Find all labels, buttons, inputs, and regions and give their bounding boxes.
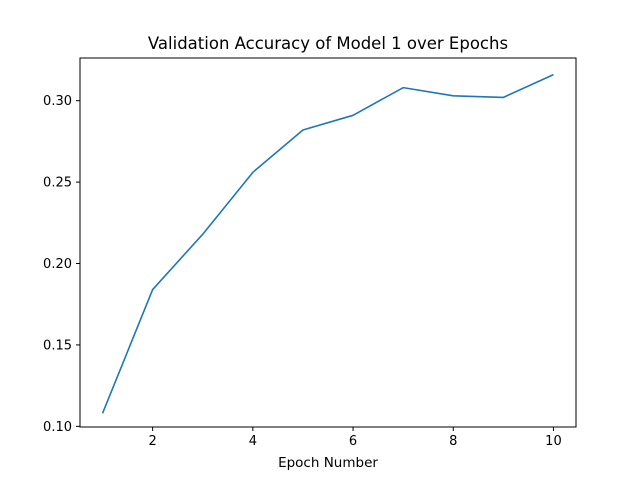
y-axis: 0.10 0.15 0.20 0.25 0.30 (43, 94, 80, 435)
y-tick-label: 0.10 (43, 420, 72, 435)
y-tick-label: 0.25 (43, 176, 72, 191)
x-tick-label: 6 (349, 434, 357, 449)
plot-area (101, 73, 554, 414)
y-tick-label: 0.15 (43, 338, 72, 353)
x-axis: 2 4 6 8 10 (149, 427, 562, 449)
chart-title: Validation Accuracy of Model 1 over Epoc… (148, 34, 508, 53)
x-tick-label: 2 (149, 434, 157, 449)
y-tick-label: 0.30 (43, 94, 72, 109)
series-line-1 (101, 73, 554, 414)
x-tick-label: 10 (545, 434, 562, 449)
x-axis-label: Epoch Number (278, 455, 378, 471)
axes-frame (79, 57, 577, 428)
x-tick-label: 8 (449, 434, 457, 449)
x-tick-label: 4 (249, 434, 257, 449)
y-tick-label: 0.20 (43, 257, 72, 272)
